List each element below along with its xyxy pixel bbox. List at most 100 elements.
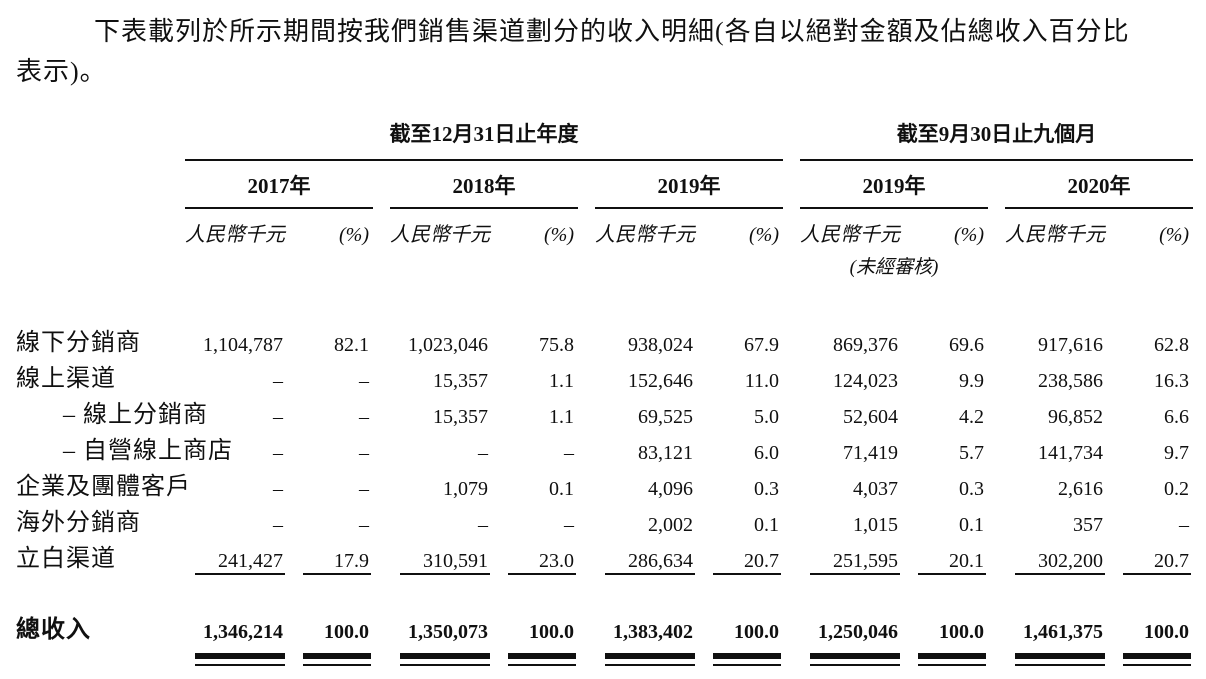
amount-cell: – <box>273 406 283 428</box>
double-rule <box>195 653 285 666</box>
percent-cell: 16.3 <box>1154 370 1190 392</box>
year-header-row: 2017年 2018年 2019年 2019年 2020年 <box>16 160 1194 209</box>
year-header-2017: 2017年 <box>185 160 373 209</box>
amount-cell: 1,079 <box>443 478 488 500</box>
unaudited-note: (未經審核) <box>849 257 939 278</box>
percent-cell: – <box>564 442 574 464</box>
total-percent-cell: 100.0 <box>529 621 574 643</box>
amount-cell: 15,357 <box>433 406 488 428</box>
percent-cell: 9.7 <box>1164 442 1190 464</box>
unit-header: 人民幣千元 <box>390 224 490 246</box>
percent-cell: – <box>564 514 574 536</box>
total-label: 總收入 <box>16 617 91 643</box>
percent-cell: 6.6 <box>1164 406 1190 428</box>
percent-cell: 82.1 <box>334 334 369 356</box>
amount-cell: 251,595 <box>833 550 898 572</box>
period-group-row: 截至12月31日止年度 截至9月30日止九個月 <box>16 116 1194 161</box>
revenue-by-channel-table: 截至12月31日止年度 截至9月30日止九個月 2017年 2018年 2019… <box>16 116 1194 679</box>
total-bottom-rule-row <box>16 644 1193 679</box>
total-top-rule-row <box>16 573 1193 583</box>
amount-cell: 1,015 <box>853 514 898 536</box>
table-row-self-operated-online-stores: – 自營線上商店 – – – – 83,121 6.0 71,419 5.7 1… <box>16 429 1193 465</box>
amount-cell: 1,023,046 <box>408 334 488 356</box>
double-rule <box>303 653 371 666</box>
amount-cell: – <box>273 514 283 536</box>
percent-cell: 17.9 <box>334 550 369 572</box>
amount-cell: 2,002 <box>648 514 693 536</box>
amount-cell: 869,376 <box>833 334 898 356</box>
year-header-2019-9m: 2019年 <box>800 160 988 209</box>
percent-header: (%) <box>544 224 574 246</box>
percent-cell: 69.6 <box>949 334 984 356</box>
percent-cell: 62.8 <box>1154 334 1190 356</box>
period-group-nine-months: 截至9月30日止九個月 <box>800 116 1194 161</box>
percent-cell: 20.7 <box>744 550 779 572</box>
percent-cell: – <box>359 442 369 464</box>
amount-cell: 286,634 <box>628 550 693 572</box>
percent-header: (%) <box>339 224 369 246</box>
table-row-offline-distributors: 線下分銷商 1,104,787 82.1 1,023,046 75.8 938,… <box>16 321 1193 357</box>
amount-cell: – <box>273 370 283 392</box>
percent-cell: 0.1 <box>959 514 984 536</box>
double-rule <box>1123 653 1192 666</box>
amount-cell: 310,591 <box>423 550 488 572</box>
percent-header: (%) <box>749 224 779 246</box>
percent-cell: 6.0 <box>754 442 779 464</box>
amount-cell: 141,734 <box>1038 442 1103 464</box>
year-header-2018: 2018年 <box>390 160 578 209</box>
table-row-overseas-distributors: 海外分銷商 – – – – 2,002 0.1 1,015 0.1 357 – <box>16 501 1193 537</box>
table-row-corporate-group-customers: 企業及團體客戶 – – 1,079 0.1 4,096 0.3 4,037 0.… <box>16 465 1193 501</box>
total-percent-cell: 100.0 <box>1144 621 1190 643</box>
total-amount-cell: 1,346,214 <box>203 621 283 643</box>
amount-cell: 357 <box>1073 514 1103 536</box>
total-percent-cell: 100.0 <box>324 621 369 643</box>
double-rule <box>508 653 576 666</box>
single-rule <box>400 573 490 575</box>
period-group-annual: 截至12月31日止年度 <box>185 116 783 161</box>
amount-cell: 917,616 <box>1038 334 1103 356</box>
amount-cell: – <box>478 442 488 464</box>
amount-cell: 52,604 <box>843 406 898 428</box>
amount-cell: 241,427 <box>218 550 283 572</box>
row-label: 海外分銷商 <box>16 510 141 536</box>
double-rule <box>605 653 695 666</box>
table-row-online-distributors: – 線上分銷商 – – 15,357 1.1 69,525 5.0 52,604… <box>16 393 1193 429</box>
table-row-total-revenue: 總收入 1,346,214 100.0 1,350,073 100.0 1,38… <box>16 583 1193 644</box>
double-rule <box>810 653 900 666</box>
percent-cell: 20.1 <box>949 550 984 572</box>
percent-header: (%) <box>1159 224 1190 246</box>
amount-cell: – <box>273 442 283 464</box>
percent-header: (%) <box>954 224 984 246</box>
amount-cell: 302,200 <box>1038 550 1103 572</box>
intro-paragraph: 下表載列於所示期間按我們銷售渠道劃分的收入明細(各自以絕對金額及佔總收入百分比表… <box>16 17 1130 86</box>
single-rule <box>713 573 781 575</box>
row-label: 線下分銷商 <box>16 330 141 356</box>
percent-cell: 4.2 <box>959 406 984 428</box>
row-label: – 自營線上商店 <box>63 438 233 464</box>
percent-cell: 0.1 <box>549 478 574 500</box>
year-header-2020-9m: 2020年 <box>1005 160 1194 209</box>
percent-cell: 75.8 <box>539 334 574 356</box>
percent-cell: 1.1 <box>549 406 574 428</box>
percent-cell: – <box>1179 514 1190 536</box>
percent-cell: 0.2 <box>1164 478 1190 500</box>
unit-header: 人民幣千元 <box>595 224 695 246</box>
amount-cell: – <box>478 514 488 536</box>
table-row-liby-channel: 立白渠道 241,427 17.9 310,591 23.0 286,634 2… <box>16 537 1193 573</box>
total-percent-cell: 100.0 <box>734 621 779 643</box>
percent-cell: 0.3 <box>754 478 779 500</box>
percent-cell: 20.7 <box>1154 550 1190 572</box>
table-row-online-channels: 線上渠道 – – 15,357 1.1 152,646 11.0 124,023… <box>16 357 1193 393</box>
percent-cell: 1.1 <box>549 370 574 392</box>
year-header-2019: 2019年 <box>595 160 783 209</box>
single-rule <box>508 573 576 575</box>
single-rule <box>605 573 695 575</box>
amount-cell: 71,419 <box>843 442 898 464</box>
single-rule <box>303 573 371 575</box>
amount-cell: 1,104,787 <box>203 334 283 356</box>
total-amount-cell: 1,461,375 <box>1023 621 1103 643</box>
percent-cell: – <box>359 406 369 428</box>
amount-cell: 4,037 <box>853 478 898 500</box>
single-rule <box>1015 573 1105 575</box>
